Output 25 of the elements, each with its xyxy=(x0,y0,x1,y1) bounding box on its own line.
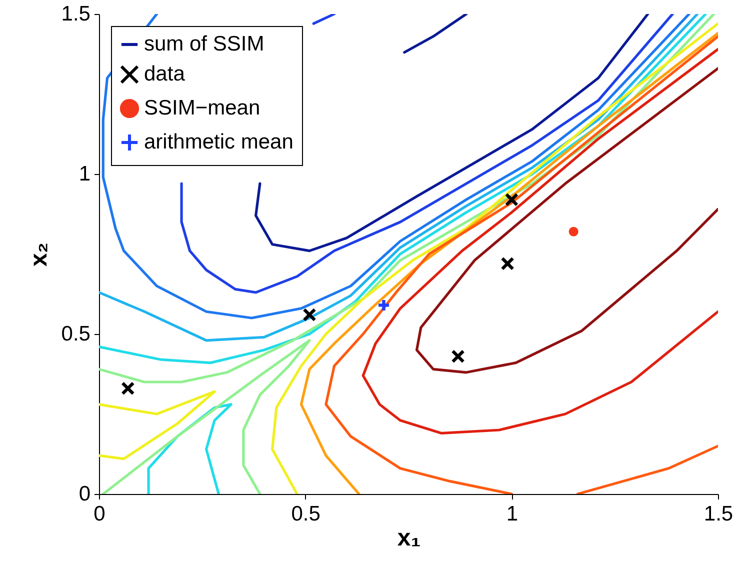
line-series xyxy=(102,339,311,494)
x-tick-label: 0.5 xyxy=(291,502,320,526)
y-tick-label: 0 xyxy=(78,482,90,506)
line-series xyxy=(362,48,718,434)
y-tick-label: 1.5 xyxy=(61,2,90,26)
legend-label: data xyxy=(144,62,186,86)
point xyxy=(376,298,391,312)
x-tick-label: 1.5 xyxy=(704,502,734,526)
legend-label: arithmetic mean xyxy=(144,130,294,154)
point xyxy=(568,226,578,236)
x-tick-label: 1 xyxy=(506,502,518,526)
y-tick-label: 1 xyxy=(78,162,90,186)
y-axis-title: x₂ xyxy=(25,242,52,267)
y-tick-label: 0.5 xyxy=(61,322,90,346)
point xyxy=(451,350,465,364)
legend-label: SSIM−mean xyxy=(144,96,260,120)
legend-label: sum of SSIM xyxy=(144,32,264,56)
x-tick-label: 0 xyxy=(94,502,106,526)
point xyxy=(500,256,514,270)
line-series xyxy=(99,390,216,460)
point xyxy=(121,382,135,396)
x-axis-title: x₁ xyxy=(397,524,421,552)
point xyxy=(302,308,316,322)
line-series xyxy=(415,67,718,374)
point xyxy=(504,192,519,206)
